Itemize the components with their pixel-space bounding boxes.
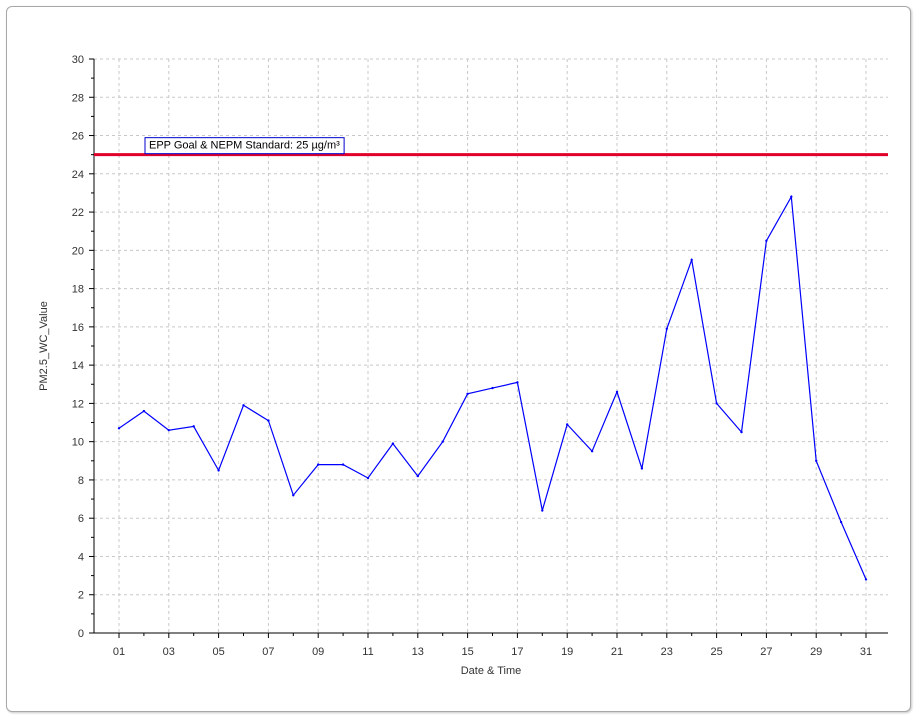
data-point (690, 258, 693, 262)
series-points (117, 195, 868, 581)
y-tick-label: 20 (72, 245, 84, 257)
x-tick-label: 21 (611, 646, 623, 658)
x-axis-title: Date & Time (461, 665, 522, 677)
x-tick-label: 09 (312, 646, 324, 658)
data-point (117, 427, 121, 430)
data-point (142, 409, 146, 413)
y-tick-label: 18 (72, 284, 84, 296)
y-tick-label: 16 (72, 322, 84, 334)
data-point (192, 425, 195, 428)
x-tick-label: 15 (461, 646, 473, 658)
data-point (466, 392, 469, 396)
y-tick-label: 0 (78, 628, 84, 640)
x-ticks: 01 03 05 07 09 11 13 15 17 19 21 23 25 27 29 31 (113, 633, 872, 658)
data-point (740, 430, 743, 434)
reference-label-box (144, 137, 345, 155)
data-point (864, 578, 868, 581)
data-point (541, 509, 544, 512)
chart-panel: 0 2 4 6 8 10 12 14 16 18 20 22 24 26 28 30 01 03 05 07 09 11… (6, 6, 911, 712)
y-tick-label: 12 (72, 398, 84, 410)
data-point (839, 520, 843, 524)
x-tick-label: 03 (163, 646, 175, 658)
data-point (665, 327, 668, 330)
x-tick-label: 19 (561, 646, 573, 658)
data-point (491, 386, 494, 390)
data-point (441, 440, 444, 443)
data-point (416, 474, 419, 478)
data-point (391, 442, 395, 445)
y-tick-label: 6 (78, 513, 84, 525)
data-point (292, 494, 295, 497)
y-tick-label: 22 (72, 207, 84, 219)
x-tick-label: 31 (860, 646, 872, 658)
x-tick-label: 11 (362, 646, 373, 658)
data-point (341, 463, 345, 466)
y-tick-label: 24 (72, 169, 84, 181)
x-tick-label: 27 (760, 646, 772, 658)
y-tick-label: 8 (78, 475, 84, 487)
data-point (217, 469, 220, 472)
y-tick-label: 4 (78, 551, 84, 563)
data-point (516, 381, 519, 384)
data-point (765, 239, 768, 242)
y-tick-label: 10 (72, 437, 84, 449)
data-point (790, 195, 793, 198)
data-point (366, 476, 370, 480)
data-point (640, 467, 644, 470)
data-point (566, 423, 569, 426)
grid-y (94, 58, 888, 596)
x-tick-label: 13 (412, 646, 424, 658)
data-point (615, 390, 619, 394)
y-tick-label: 30 (72, 54, 84, 66)
y-tick-label: 28 (72, 92, 84, 104)
data-point (267, 419, 270, 422)
y-tick-label: 2 (78, 590, 84, 602)
x-tick-label: 29 (810, 646, 822, 658)
y-tick-label: 14 (72, 360, 84, 372)
data-point (242, 404, 245, 407)
x-tick-label: 05 (212, 646, 224, 658)
x-tick-label: 23 (661, 646, 673, 658)
data-point (715, 402, 718, 405)
data-point (590, 450, 594, 453)
data-point (815, 459, 818, 462)
x-tick-label: 25 (710, 646, 722, 658)
x-tick-label: 07 (262, 646, 274, 658)
y-tick-label: 26 (72, 131, 84, 143)
x-tick-label: 01 (113, 646, 125, 658)
data-point (167, 428, 170, 432)
reference-label: EPP Goal & NEPM Standard: 25 µg/m³ (149, 140, 340, 152)
data-point (317, 463, 320, 466)
x-tick-label: 17 (511, 646, 523, 658)
y-axis-title: PM2.5_WC_Value (38, 301, 50, 391)
